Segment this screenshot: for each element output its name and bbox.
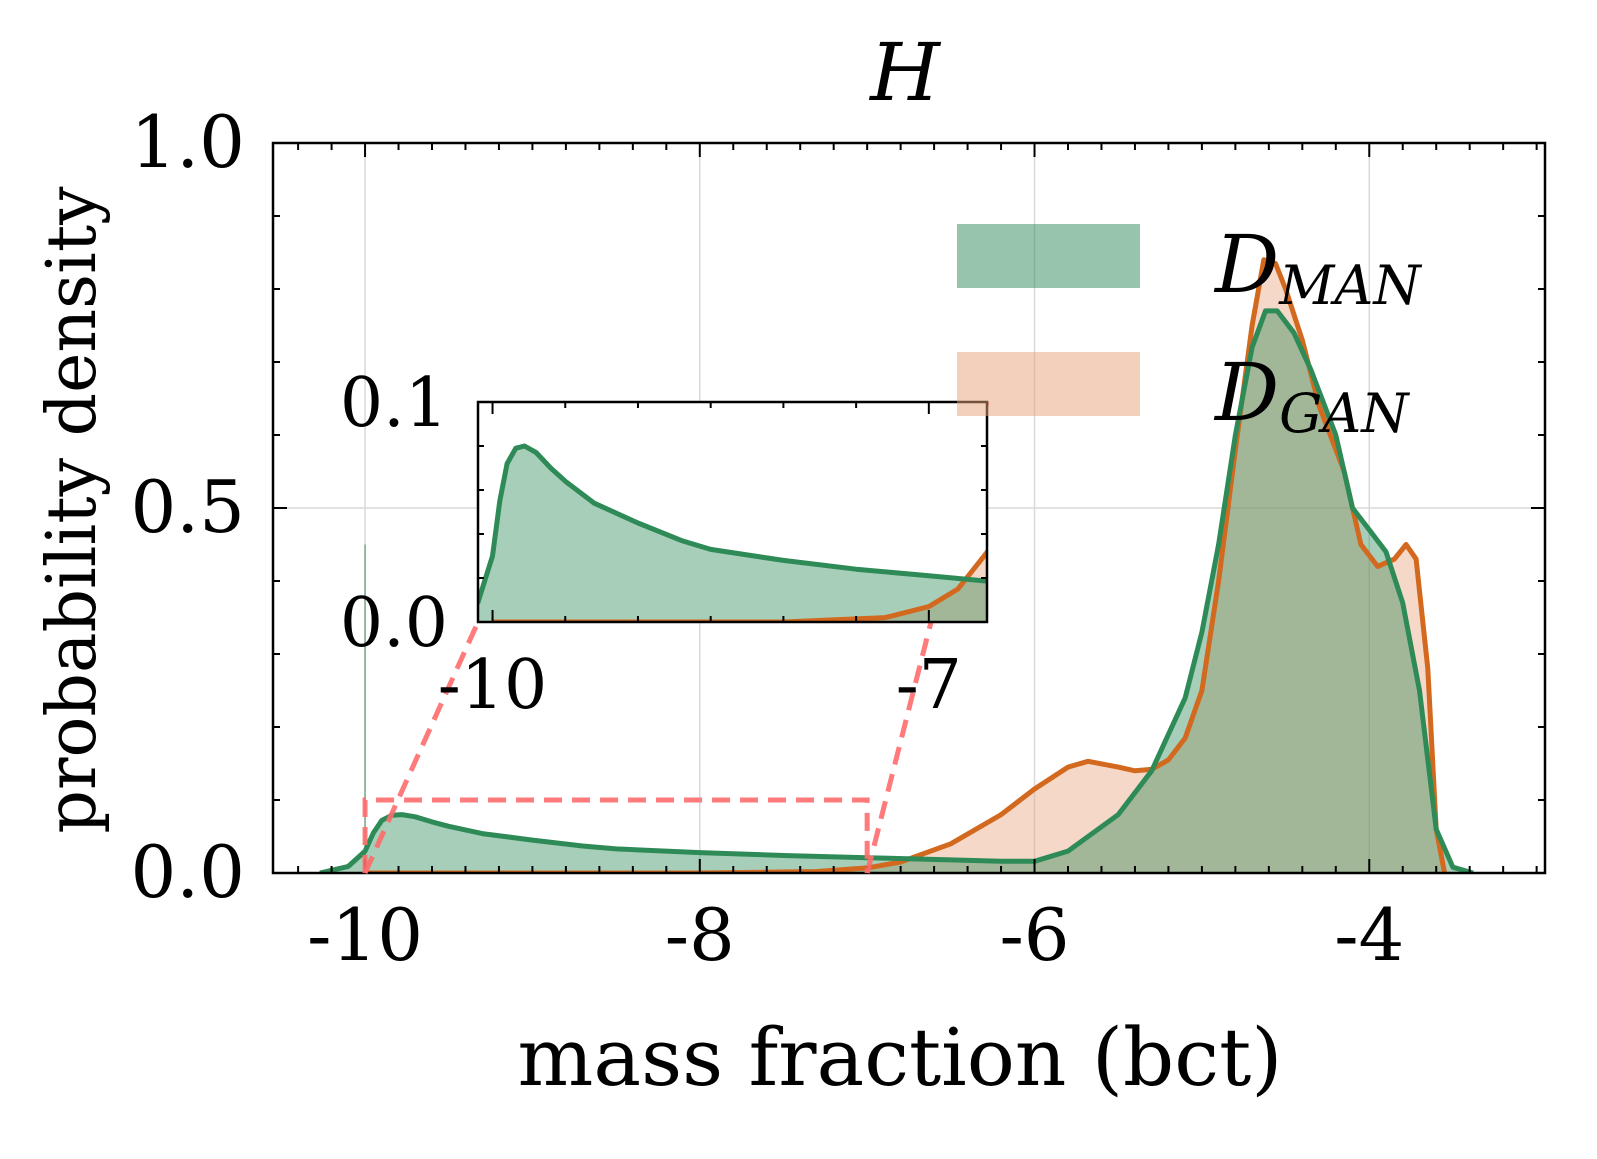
x-tick-label: -10 <box>307 893 423 977</box>
x-tick-label: -8 <box>665 893 735 977</box>
legend-label: DMAN <box>1213 218 1422 317</box>
inset-axes: -10 -7 0.0 0.1 <box>340 364 989 725</box>
chart-title: H <box>868 26 942 119</box>
inset-x-tick-label: -7 <box>896 646 962 725</box>
x-axis-label: mass fraction (bct) <box>518 1011 1283 1104</box>
axis-ticks <box>273 142 1545 874</box>
zoom-box <box>362 797 870 873</box>
y-tick-label: 0.0 <box>130 830 245 914</box>
y-tick-label: 1.0 <box>130 100 245 184</box>
inset-ticks <box>478 401 987 623</box>
plot-area <box>319 257 1474 873</box>
inset-fill-gan <box>492 552 987 622</box>
legend-label: DGAN <box>1213 346 1410 445</box>
legend-item-man: DMAN <box>957 218 1422 317</box>
legend-label-subscript: MAN <box>1278 254 1422 317</box>
inset-x-tick-label: -10 <box>438 646 548 725</box>
x-tick-label: -4 <box>1334 893 1404 977</box>
inset-plot-area <box>478 443 987 622</box>
legend-label-subscript: GAN <box>1279 382 1410 445</box>
inset-frame <box>476 400 989 624</box>
series-line-man <box>319 308 1474 873</box>
legend-label-main: D <box>1213 218 1279 311</box>
x-tick-label: -6 <box>999 893 1069 977</box>
inset-tick-labels: -10 -7 0.0 0.1 <box>340 364 962 725</box>
legend-label-main: D <box>1213 346 1279 439</box>
inset-y-tick-label: 0.1 <box>340 364 448 443</box>
legend-item-gan: DGAN <box>957 346 1410 445</box>
series-fill-gan <box>365 259 1445 873</box>
y-tick-label: 0.5 <box>130 465 245 549</box>
tick-labels: -10 -8 -6 -4 0.0 0.5 1.0 <box>130 100 1404 977</box>
legend-swatch <box>957 224 1140 288</box>
inset-fill-man <box>478 446 987 622</box>
y-axis-label: probability density <box>33 186 112 834</box>
legend-swatch <box>957 352 1140 416</box>
inset-y-tick-label: 0.0 <box>340 584 448 663</box>
zoom-connector <box>362 620 481 875</box>
inset-line-man <box>478 443 987 606</box>
inset-background <box>478 402 987 622</box>
